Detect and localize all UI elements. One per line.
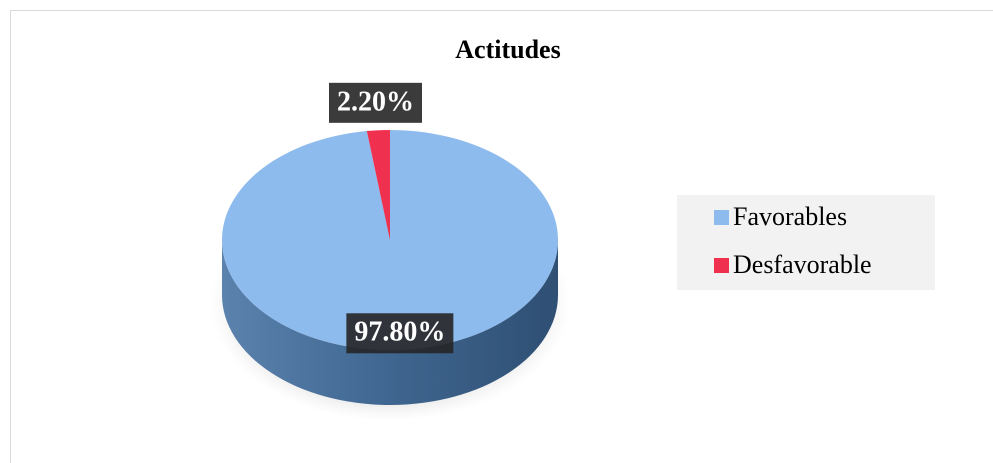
- legend-label: Favorables: [733, 202, 847, 231]
- chart-title: Actitudes: [455, 35, 560, 64]
- pie-side: [222, 240, 558, 405]
- data-label-box: [346, 313, 454, 354]
- legend-swatch: [714, 258, 729, 273]
- data-label-box: [328, 82, 422, 123]
- legend-label: Desfavorable: [733, 250, 872, 279]
- legend-swatch: [714, 210, 729, 225]
- data-label: 2.20%: [337, 86, 414, 117]
- pie-slice: [221, 130, 558, 350]
- pie-slice: [366, 130, 390, 240]
- data-label: 97.80%: [354, 317, 445, 348]
